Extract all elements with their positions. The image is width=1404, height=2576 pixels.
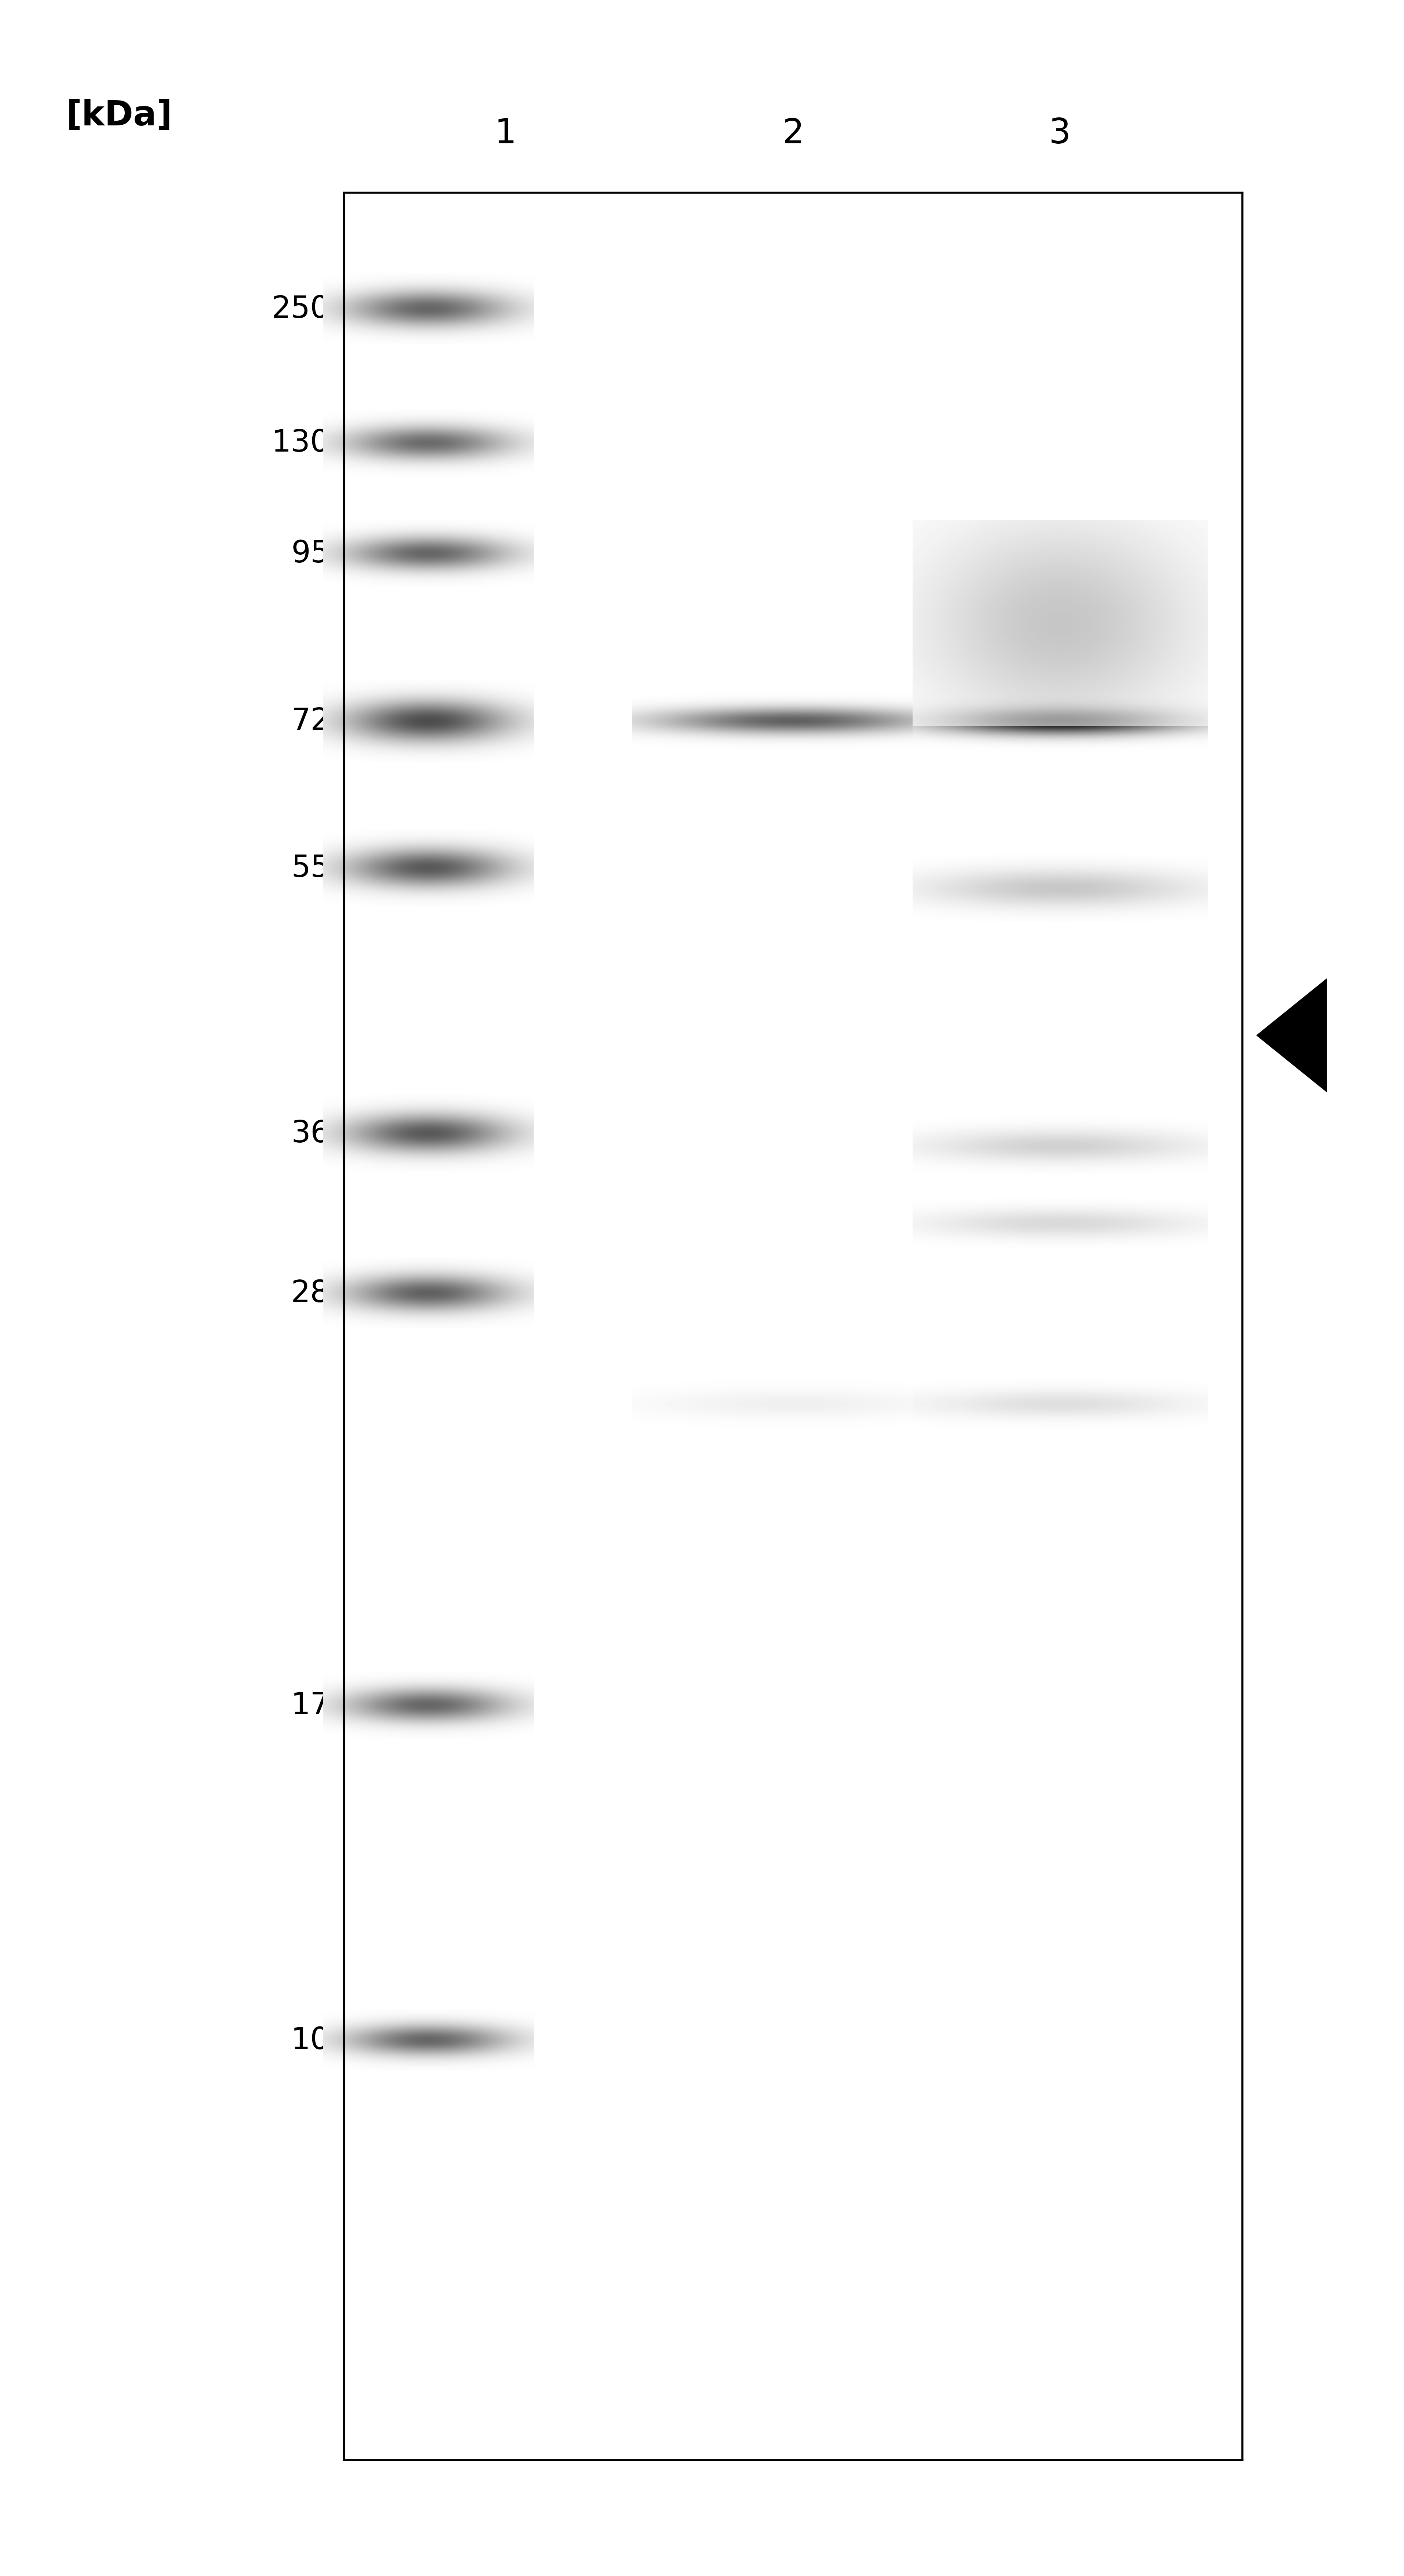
- Text: 28: 28: [291, 1278, 330, 1309]
- Text: 250: 250: [272, 294, 330, 325]
- Text: 130: 130: [272, 428, 330, 459]
- Text: [kDa]: [kDa]: [66, 98, 173, 134]
- Polygon shape: [1257, 979, 1327, 1092]
- Text: 55: 55: [291, 853, 330, 884]
- Text: 1: 1: [494, 116, 517, 152]
- Text: 10: 10: [291, 2025, 330, 2056]
- Text: 72: 72: [291, 706, 330, 737]
- Text: 95: 95: [291, 538, 330, 569]
- Text: 3: 3: [1049, 116, 1071, 152]
- Text: 2: 2: [782, 116, 804, 152]
- Text: 17: 17: [291, 1690, 330, 1721]
- Text: 36: 36: [291, 1118, 330, 1149]
